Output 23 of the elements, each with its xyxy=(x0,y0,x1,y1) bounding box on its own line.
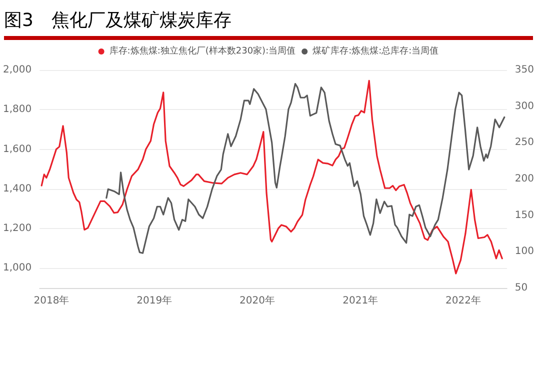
x-tick-label: 2021年 xyxy=(342,294,378,306)
y2-tick-label: 350 xyxy=(514,64,534,76)
y-tick-label: 1,600 xyxy=(2,144,32,155)
line-series xyxy=(40,80,503,274)
y2-tick-label: 50 xyxy=(514,282,528,294)
y-tick-label: 1,800 xyxy=(2,104,32,116)
x-tick-label: 2018年 xyxy=(34,294,70,306)
line-series xyxy=(106,83,506,254)
y-tick-label: 1,000 xyxy=(2,262,32,274)
y2-tick-label: 100 xyxy=(514,246,534,258)
y-tick-label: 1,200 xyxy=(2,223,32,234)
x-tick-label: 2019年 xyxy=(136,294,172,306)
legend-label: 库存:炼焦煤:独立焦化厂(样本数230家):当周值 xyxy=(109,46,296,56)
y-tick-label: 1,400 xyxy=(2,183,32,194)
legend-label: 煤矿库存:炼焦煤:总库存:当周值 xyxy=(312,46,439,56)
y2-tick-label: 300 xyxy=(514,100,534,112)
y-tick-label: 2,000 xyxy=(2,64,32,76)
x-tick-label: 2020年 xyxy=(239,294,275,306)
x-tick-label: 2022年 xyxy=(446,294,481,306)
chart-title: 图3 焦化厂及煤矿煤炭库存 xyxy=(4,6,533,40)
y2-tick-label: 200 xyxy=(514,174,534,184)
y2-tick-label: 250 xyxy=(514,137,534,148)
y2-tick-label: 150 xyxy=(514,210,534,221)
